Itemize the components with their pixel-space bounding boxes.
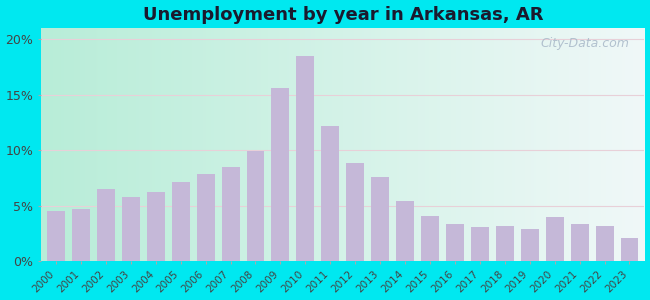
Bar xyxy=(396,201,414,261)
Bar xyxy=(496,226,514,261)
Bar xyxy=(222,167,240,261)
Bar xyxy=(122,197,140,261)
Bar xyxy=(595,226,614,261)
Bar xyxy=(72,209,90,261)
Bar xyxy=(197,175,214,261)
Title: Unemployment by year in Arkansas, AR: Unemployment by year in Arkansas, AR xyxy=(142,6,543,24)
Bar xyxy=(621,238,638,261)
Bar xyxy=(546,217,564,261)
Bar xyxy=(272,88,289,261)
Bar xyxy=(421,216,439,261)
Bar xyxy=(47,211,65,261)
Bar xyxy=(147,192,164,261)
Text: City-Data.com: City-Data.com xyxy=(541,37,629,50)
Bar xyxy=(446,224,464,261)
Bar xyxy=(321,126,339,261)
Bar xyxy=(371,177,389,261)
Bar xyxy=(521,229,539,261)
Bar xyxy=(571,224,589,261)
Bar xyxy=(97,189,115,261)
Bar xyxy=(296,56,315,261)
Bar xyxy=(346,164,364,261)
Bar xyxy=(471,227,489,261)
Bar xyxy=(246,151,265,261)
Bar xyxy=(172,182,190,261)
